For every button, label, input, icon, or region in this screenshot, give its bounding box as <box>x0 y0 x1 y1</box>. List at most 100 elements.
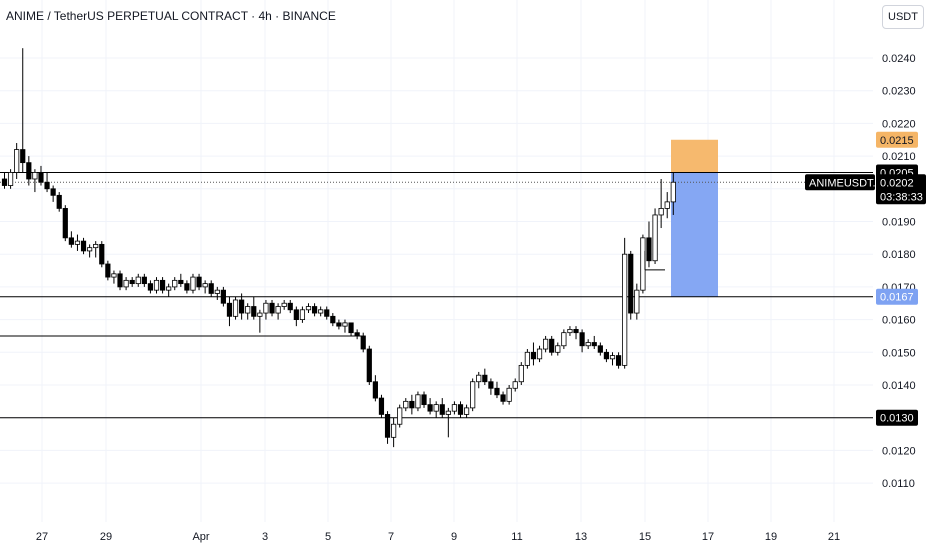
candle-down <box>488 381 494 389</box>
candle-down <box>500 394 506 402</box>
candle-down <box>348 322 354 334</box>
candle-up <box>652 214 658 262</box>
candle-down <box>287 302 293 311</box>
symbol-tag: ANIMEUSDT.P <box>809 177 883 189</box>
candle-up <box>524 351 530 366</box>
candle-up <box>135 276 141 285</box>
candle-up <box>518 364 524 383</box>
candle-up <box>391 423 397 438</box>
candle-up <box>664 201 670 209</box>
candle-down <box>56 194 62 209</box>
candle-up <box>658 208 664 216</box>
date-tick-label: 5 <box>325 531 331 543</box>
candle-up <box>433 404 439 412</box>
candle-down <box>439 404 445 415</box>
candle-up <box>153 279 160 291</box>
price-tick-label: 0.0150 <box>882 347 916 359</box>
candle-down <box>105 263 111 278</box>
candle-down <box>293 309 299 321</box>
support-price-tag-bg <box>876 409 918 426</box>
target-zone[interactable] <box>671 139 718 173</box>
target-price-tag: 0.0215 <box>880 135 914 147</box>
candle-up <box>585 342 591 347</box>
candle-up <box>342 322 348 327</box>
candle-up <box>512 381 518 389</box>
currency-button[interactable]: USDT <box>882 5 924 29</box>
candle-down <box>366 348 372 383</box>
candle-down <box>147 283 154 291</box>
candle-down <box>62 208 68 239</box>
candle-up <box>506 387 512 402</box>
candle-up <box>470 381 476 409</box>
candle-up <box>476 374 482 383</box>
candle-down <box>384 414 391 438</box>
candle-down <box>68 237 74 245</box>
candle-up <box>536 348 543 360</box>
candle-up <box>561 332 567 347</box>
candle-up <box>318 309 324 314</box>
candle-down <box>615 355 622 366</box>
last-price-tag-bg <box>876 174 926 205</box>
candle-down <box>360 335 366 350</box>
candle-up <box>451 404 458 412</box>
stop-zone[interactable] <box>671 172 718 297</box>
candle-down <box>427 404 433 412</box>
horizontal-lines[interactable] <box>0 171 873 419</box>
price-tick-label: 0.0230 <box>882 86 916 98</box>
candle-down <box>208 283 214 294</box>
price-tick-label: 0.0110 <box>882 478 915 490</box>
candle-up <box>415 394 421 409</box>
price-tick-label: 0.0220 <box>882 118 916 130</box>
candle-down <box>482 374 488 383</box>
candle-up <box>463 407 470 415</box>
date-tick-label: 27 <box>36 531 48 543</box>
candle-down <box>591 342 597 347</box>
countdown-tag: 03:38:33 <box>880 191 923 203</box>
support-price-tag: 0.0130 <box>880 413 914 425</box>
candle-up <box>397 407 403 425</box>
candle-up <box>281 302 287 307</box>
candle-down <box>196 276 202 288</box>
candle-down <box>80 240 87 252</box>
candle-up <box>166 286 172 291</box>
price-tick-label: 0.0180 <box>882 249 916 261</box>
candle-up <box>14 149 20 173</box>
candle-up <box>74 240 81 245</box>
candle-down <box>324 309 330 317</box>
candle-down <box>597 345 603 353</box>
candle-down <box>159 279 166 291</box>
candle-down <box>603 351 610 360</box>
candle-down <box>129 279 135 285</box>
candle-down <box>226 302 233 317</box>
candle-down <box>573 329 579 334</box>
date-tick-label: 7 <box>388 531 394 543</box>
date-tick-label: 13 <box>575 531 587 543</box>
long-position-tool[interactable] <box>671 139 718 297</box>
date-tick-label: 19 <box>765 531 777 543</box>
candle-up <box>640 237 646 291</box>
candle-down <box>372 381 378 399</box>
candle-down <box>178 279 184 285</box>
price-tick-label: 0.0140 <box>882 380 916 392</box>
candle-up <box>245 306 251 314</box>
candle-down <box>38 172 44 183</box>
date-tick-label: 9 <box>451 531 457 543</box>
date-tick-label: 15 <box>639 531 651 543</box>
candle-up <box>232 299 239 317</box>
symbol-tag-bg <box>805 174 875 191</box>
candle-up <box>609 355 616 360</box>
stop-price-tag-bg <box>876 288 918 305</box>
candle-up <box>111 273 117 278</box>
date-tick-label: 11 <box>511 531 522 543</box>
candle-down <box>336 322 342 327</box>
price-tick-label: 0.0120 <box>882 445 916 457</box>
candle-up <box>299 309 306 321</box>
date-axis[interactable]: 27 29 Apr 3 5 7 9 11 13 15 17 19 21 <box>36 531 840 543</box>
candle-up <box>172 279 178 288</box>
date-tick-label: 3 <box>262 531 268 543</box>
candle-down <box>251 306 257 317</box>
stop-price-tag: 0.0167 <box>880 292 914 304</box>
candle-down <box>44 181 50 190</box>
candle-down <box>579 332 585 347</box>
